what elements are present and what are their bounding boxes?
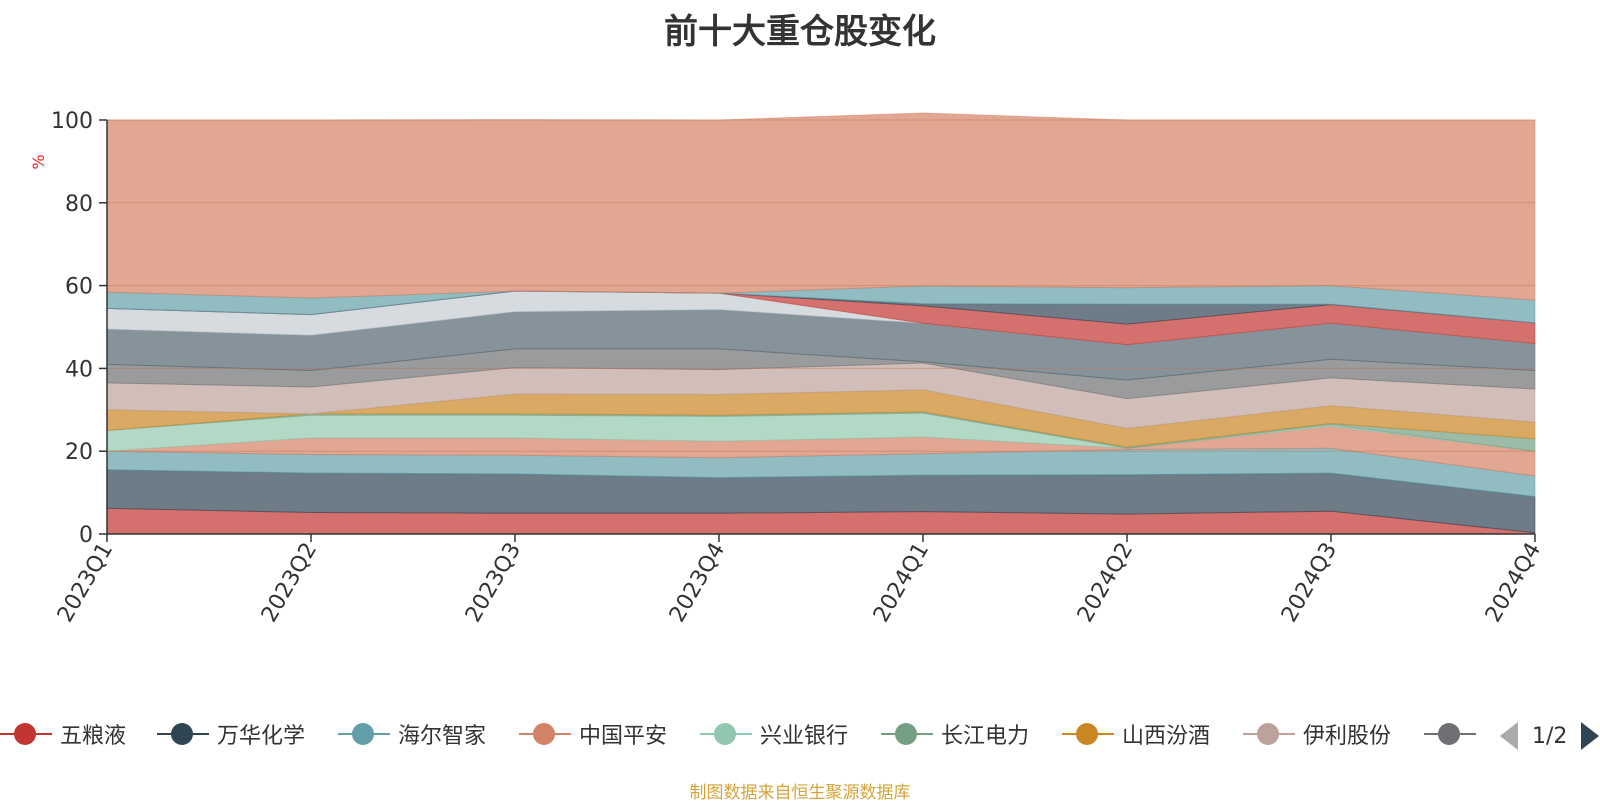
x-tick-label: 2023Q1 bbox=[53, 539, 118, 627]
x-tick-label: 2023Q2 bbox=[257, 539, 322, 627]
y-axis-unit: % bbox=[29, 154, 48, 169]
legend-swatch-icon bbox=[519, 722, 571, 746]
y-tick-label: 40 bbox=[65, 357, 93, 382]
x-tick-label: 2024Q1 bbox=[869, 539, 934, 627]
legend-item[interactable]: 万华化学 bbox=[157, 716, 305, 752]
legend-swatch-icon bbox=[338, 722, 390, 746]
chart-title: 前十大重仓股变化 bbox=[664, 12, 936, 52]
legend-prev-arrow-icon[interactable] bbox=[1500, 722, 1518, 750]
legend-swatch-icon bbox=[0, 722, 52, 746]
x-tick-label: 2023Q4 bbox=[665, 539, 730, 627]
x-tick-label: 2024Q3 bbox=[1277, 539, 1342, 627]
legend-label: 海尔智家 bbox=[398, 724, 487, 749]
legend-item[interactable]: 兴业银行 bbox=[700, 716, 848, 752]
legend-swatch-icon bbox=[1243, 722, 1295, 746]
legend-label: 山西汾酒 bbox=[1122, 724, 1211, 749]
legend-swatch-icon bbox=[700, 722, 752, 746]
legend-label: 伊利股份 bbox=[1303, 724, 1392, 749]
legend-item[interactable]: 中国平安 bbox=[519, 716, 667, 752]
y-tick-label: 80 bbox=[65, 192, 93, 217]
legend-swatch-icon bbox=[1062, 722, 1114, 746]
legend: 五粮液万华化学海尔智家中国平安兴业银行长江电力山西汾酒伊利股份海尔生物宁德时代贵… bbox=[0, 716, 1600, 756]
areas-layer bbox=[106, 112, 1536, 535]
chart-svg: 0 20 40 60 80 100 2023Q1 2023Q2 2023Q3 2023Q4 2024… bbox=[29, 109, 1546, 627]
legend-swatch-icon bbox=[881, 722, 933, 746]
legend-pager: 1/2 bbox=[1500, 718, 1600, 754]
legend-item[interactable]: 海尔智家 bbox=[338, 716, 486, 752]
y-tick-label: 100 bbox=[51, 109, 93, 134]
legend-swatch-icon bbox=[157, 722, 209, 746]
grid-layer bbox=[107, 119, 1535, 452]
legend-item[interactable]: 山西汾酒 bbox=[1062, 716, 1210, 752]
legend-label: 中国平安 bbox=[579, 724, 668, 749]
x-tick-label: 2023Q3 bbox=[461, 539, 526, 627]
legend-label: 万华化学 bbox=[217, 724, 306, 749]
x-tick-label: 2024Q2 bbox=[1073, 539, 1138, 627]
legend-item[interactable]: 海尔生物 bbox=[1424, 716, 1482, 752]
x-tick-label: 2024Q4 bbox=[1481, 539, 1546, 627]
legend-swatch-icon bbox=[1424, 722, 1476, 746]
legend-label: 兴业银行 bbox=[760, 724, 849, 749]
legend-item[interactable]: 伊利股份 bbox=[1243, 716, 1391, 752]
legend-item[interactable]: 长江电力 bbox=[881, 716, 1029, 752]
y-tick-label: 20 bbox=[65, 440, 93, 465]
y-tick-label: 0 bbox=[79, 523, 93, 548]
legend-items: 五粮液万华化学海尔智家中国平安兴业银行长江电力山西汾酒伊利股份海尔生物宁德时代贵… bbox=[0, 716, 1482, 756]
legend-item[interactable]: 五粮液 bbox=[0, 716, 126, 752]
area-series-14 bbox=[106, 112, 1536, 301]
y-tick-label: 60 bbox=[65, 275, 93, 300]
source-note: 制图数据来自恒生聚源数据库 bbox=[689, 783, 911, 803]
legend-next-arrow-icon[interactable] bbox=[1581, 722, 1600, 750]
legend-page-indicator: 1/2 bbox=[1532, 723, 1568, 749]
legend-label: 长江电力 bbox=[941, 724, 1030, 749]
legend-label: 五粮液 bbox=[60, 724, 127, 749]
